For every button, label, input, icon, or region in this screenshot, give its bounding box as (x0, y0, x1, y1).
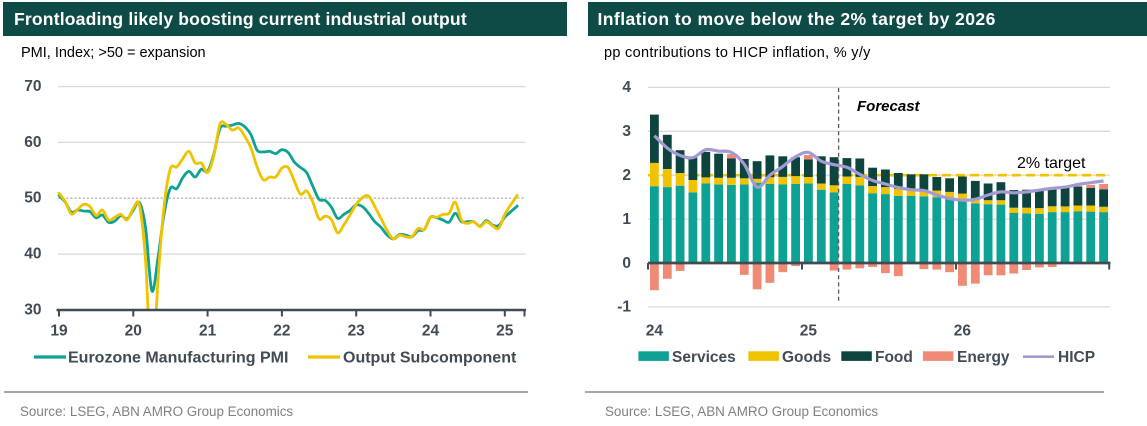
svg-text:23: 23 (348, 323, 366, 340)
svg-text:1: 1 (622, 211, 631, 228)
svg-text:26: 26 (954, 323, 972, 340)
svg-text:3: 3 (622, 123, 631, 140)
svg-text:25: 25 (496, 323, 514, 340)
svg-text:24: 24 (646, 323, 664, 340)
svg-text:24: 24 (422, 323, 440, 340)
svg-text:50: 50 (24, 190, 41, 207)
svg-text:19: 19 (50, 323, 68, 340)
svg-text:21: 21 (199, 323, 217, 340)
svg-text:Services: Services (672, 349, 736, 366)
svg-text:-1: -1 (617, 299, 631, 316)
svg-text:Goods: Goods (782, 349, 831, 366)
svg-text:30: 30 (24, 301, 41, 318)
svg-text:2% target: 2% target (1017, 155, 1086, 172)
svg-text:Forecast: Forecast (857, 98, 921, 115)
svg-text:2: 2 (622, 167, 631, 184)
svg-text:20: 20 (125, 323, 142, 340)
svg-text:22: 22 (273, 323, 290, 340)
svg-text:Energy: Energy (957, 349, 1010, 366)
svg-text:4: 4 (622, 79, 631, 96)
svg-text:70: 70 (24, 78, 41, 95)
svg-text:25: 25 (800, 323, 818, 340)
svg-text:40: 40 (24, 246, 41, 263)
svg-text:60: 60 (24, 134, 41, 151)
svg-text:0: 0 (622, 255, 631, 272)
svg-text:HICP: HICP (1058, 349, 1095, 366)
svg-text:Eurozone Manufacturing PMI: Eurozone Manufacturing PMI (68, 350, 288, 367)
svg-text:Food: Food (875, 349, 913, 366)
svg-text:Output Subcomponent: Output Subcomponent (343, 350, 517, 367)
